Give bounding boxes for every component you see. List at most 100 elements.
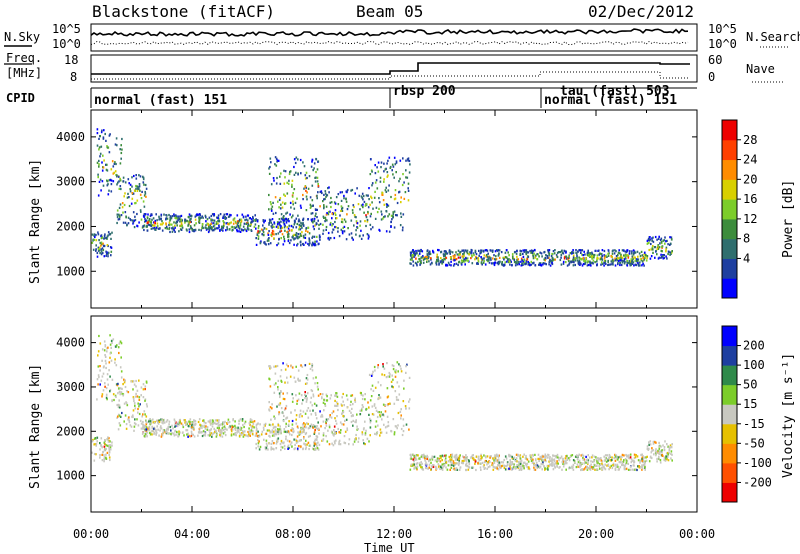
velocity-echo-point [454, 463, 456, 466]
power-echo-point [379, 176, 382, 179]
power-echo-point [383, 178, 385, 181]
power-echo-point [437, 260, 440, 263]
power-echo-point [263, 227, 266, 230]
power-echo-point [335, 217, 338, 220]
power-echo-point [525, 262, 527, 266]
power-echo-point [280, 203, 282, 206]
velocity-echo-point [277, 386, 279, 389]
power-echo-point [299, 224, 302, 227]
velocity-echo-point [335, 392, 337, 395]
power-echo-point [304, 233, 307, 236]
power-echo-point [125, 216, 127, 219]
velocity-echo-point [109, 388, 112, 392]
power-echo-point [335, 226, 337, 229]
power-echo-point [271, 229, 274, 232]
velocity-echo-point [217, 424, 220, 428]
power-echo-point [230, 221, 232, 224]
velocity-echo-point [425, 467, 428, 470]
power-echo-point [365, 224, 367, 228]
power-echo-point [98, 146, 101, 149]
velocity-echo-point [144, 398, 147, 401]
velocity-echo-point [118, 422, 121, 425]
velocity-echo-point [199, 426, 201, 429]
power-echo-point [241, 213, 244, 216]
power-echo-point [294, 161, 297, 165]
power-echo-point [298, 236, 301, 239]
power-echo-point [118, 175, 120, 178]
power-echo-point [274, 156, 277, 159]
power-echo-point [457, 249, 460, 252]
velocity-echo-point [589, 466, 591, 469]
power-echo-point [180, 223, 183, 226]
power-echo-point [538, 255, 540, 258]
power-echo-point [328, 186, 330, 189]
power-echo-point [341, 209, 344, 212]
velocity-echo-point [134, 395, 137, 398]
power-echo-point [366, 220, 369, 223]
power-echo-point [147, 213, 149, 216]
velocity-echo-point [472, 466, 475, 469]
power-echo-point [455, 251, 457, 254]
power-echo-point [407, 189, 410, 192]
power-echo-point [286, 181, 288, 184]
power-echo-point [317, 243, 320, 246]
power-echo-point [285, 221, 288, 224]
power-echo-point [138, 174, 140, 177]
velocity-echo-point [370, 374, 373, 377]
velocity-echo-point [258, 440, 260, 443]
power-echo-point [127, 192, 129, 195]
velocity-echo-point [656, 460, 658, 463]
power-echo-point [289, 170, 291, 174]
velocity-echo-point [671, 453, 673, 456]
velocity-echo-point [547, 468, 549, 471]
power-echo-point [462, 256, 464, 259]
power-echo-point [142, 181, 145, 184]
power-echo-point [578, 263, 580, 266]
velocity-colorbar-segment-4 [722, 404, 737, 425]
power-echo-point [413, 255, 415, 258]
power-echo-point [663, 239, 666, 242]
velocity-echo-point [668, 449, 671, 452]
velocity-echo-point [296, 447, 299, 450]
power-echo-point [360, 229, 362, 232]
power-echo-point [362, 206, 364, 209]
velocity-echo-point [383, 374, 386, 377]
velocity-echo-point [141, 415, 143, 418]
power-echo-point [102, 154, 104, 157]
velocity-echo-point [265, 439, 268, 442]
power-echo-point [650, 248, 652, 251]
power-echo-point [354, 215, 356, 218]
velocity-echo-point [101, 393, 104, 396]
power-echo-point [344, 220, 347, 223]
velocity-echo-point [447, 464, 450, 467]
velocity-ylabel: Slant Range [km] [28, 364, 43, 489]
velocity-echo-point [371, 384, 374, 387]
velocity-echo-point [373, 403, 376, 406]
power-echo-point [474, 258, 476, 261]
power-echo-point [247, 223, 250, 226]
power-echo-point [179, 220, 181, 223]
velocity-echo-point [649, 443, 652, 446]
power-echo-point [390, 195, 392, 199]
velocity-colorbar-tick-label-2: 50 [743, 378, 757, 392]
velocity-echo-point [586, 458, 589, 461]
velocity-echo-point [257, 442, 260, 445]
velocity-echo-point [287, 444, 290, 447]
power-echo-scatter [91, 128, 673, 267]
noise-left-tick-top: 10^5 [52, 22, 81, 36]
power-echo-point [313, 235, 316, 238]
velocity-echo-point [272, 423, 274, 426]
power-echo-point [484, 263, 487, 266]
velocity-echo-point [168, 420, 171, 423]
velocity-echo-point [101, 459, 104, 462]
power-echo-point [355, 216, 357, 219]
velocity-echo-point [566, 454, 568, 457]
power-echo-point [375, 179, 378, 182]
power-echo-point [283, 238, 286, 241]
velocity-echo-point [369, 426, 372, 429]
velocity-echo-point [436, 457, 439, 460]
velocity-echo-point [641, 456, 643, 459]
power-echo-point [595, 249, 597, 252]
velocity-echo-point [539, 457, 541, 461]
velocity-echo-point [604, 454, 607, 457]
